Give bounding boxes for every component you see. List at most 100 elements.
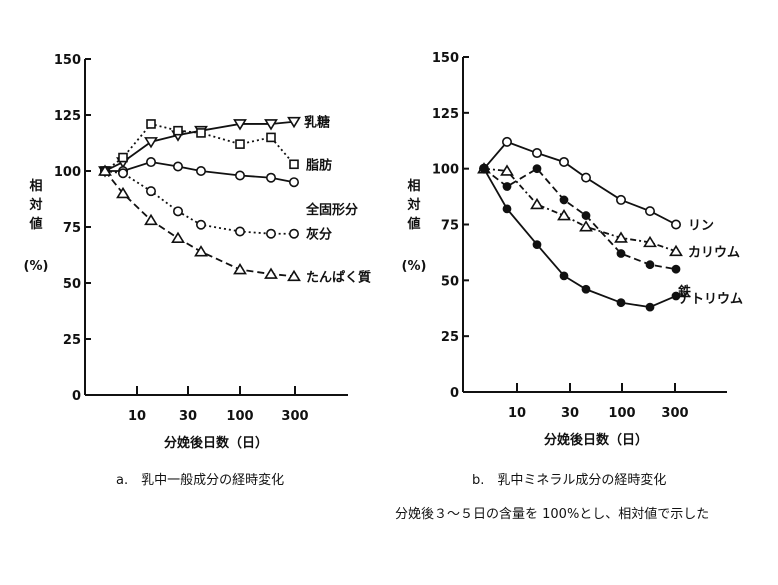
y-tick-label: 150: [432, 51, 459, 66]
data-point: [500, 164, 514, 176]
data-point: [235, 170, 246, 181]
data-point: [531, 148, 542, 159]
series-label: 鉄: [678, 284, 691, 300]
data-point: [196, 166, 207, 177]
data-point: [116, 186, 130, 199]
data-point: [616, 298, 626, 308]
data-point: [644, 206, 655, 217]
data-point: [118, 168, 129, 179]
x-tick-label: 30: [179, 409, 197, 424]
data-point: [171, 231, 185, 243]
data-point: [580, 172, 591, 183]
data-point: [288, 177, 299, 188]
figure-note: 分娩後３～５日の含量を 100%とし、相対値で示した: [395, 507, 710, 522]
data-point: [265, 172, 276, 183]
data-point: [264, 267, 278, 279]
data-point: [502, 204, 512, 214]
data-point: [264, 119, 278, 131]
data-point: [581, 284, 591, 294]
data-point: [146, 119, 156, 129]
y-tick-label: 0: [450, 386, 459, 401]
data-point: [643, 235, 657, 248]
data-point: [559, 195, 569, 205]
data-point: [645, 302, 655, 312]
data-point: [146, 186, 157, 197]
data-point: [196, 219, 207, 230]
data-point: [614, 231, 628, 243]
data-point: [557, 209, 571, 221]
data-point: [144, 137, 158, 149]
data-point: [98, 164, 112, 176]
y-tick-label: 50: [63, 277, 81, 292]
y-tick-label: 125: [432, 107, 459, 122]
y-tick-label: 25: [63, 333, 81, 348]
data-point: [670, 219, 681, 230]
x-tick-label: 300: [661, 406, 688, 421]
x-tick-label: 100: [608, 406, 635, 421]
data-point: [144, 213, 158, 226]
data-point: [173, 125, 183, 136]
caption-a: a. 乳中一般成分の経時変化: [116, 473, 285, 488]
data-point: [196, 128, 206, 138]
y-tick-label: 100: [54, 165, 81, 180]
data-point: [579, 220, 593, 232]
y-axis-label: 対: [406, 197, 420, 213]
series-label: 全固形分: [305, 202, 358, 218]
series-label: 脂肪: [305, 157, 332, 173]
data-point: [645, 260, 655, 270]
data-point: [558, 156, 569, 167]
chart-b: 0 25 50 75 100 125 150 10 30 100 300 分娩後日数（日） 相対値 (%)…: [402, 51, 743, 448]
series-ナトリウム: ナトリウム: [479, 164, 743, 312]
y-tick-label: 75: [63, 221, 81, 236]
y-tick-label: 25: [441, 330, 459, 345]
data-point: [265, 228, 276, 239]
x-tick-label: 30: [561, 406, 579, 421]
data-point: [146, 157, 157, 168]
x-tick-label: 100: [226, 409, 253, 424]
y-axis-label: 対: [28, 197, 42, 213]
x-tick-label: 10: [128, 409, 146, 424]
y-tick-label: 125: [54, 109, 81, 124]
data-point: [288, 228, 299, 239]
series-たんぱく質: たんぱく質: [98, 164, 371, 285]
data-point: [502, 182, 512, 191]
data-point: [559, 271, 569, 281]
data-point: [581, 211, 591, 220]
data-point: [173, 206, 184, 217]
y-axis-label: 相: [29, 178, 42, 194]
x-axis-label: 分娩後日数（日）: [164, 435, 268, 451]
data-point: [615, 194, 626, 205]
data-point: [479, 164, 489, 174]
y-axis-unit: (%): [24, 259, 49, 274]
data-point: [235, 226, 246, 237]
series-label: カリウム: [688, 245, 740, 260]
x-axis-label: 分娩後日数（日）: [544, 432, 648, 448]
data-point: [616, 249, 626, 258]
data-point: [671, 264, 681, 274]
series-カリウム: カリウム: [477, 162, 740, 260]
series-label: ナトリウム: [678, 292, 743, 307]
y-axis-label: 値: [406, 216, 420, 232]
data-point: [289, 159, 299, 170]
data-point: [235, 139, 245, 149]
data-point: [233, 263, 247, 275]
data-point: [671, 291, 681, 301]
data-point: [530, 197, 544, 210]
chart-a: 0 25 50 75 100 125 150 10 30 100 300 分娩後日数（日） 相対値 (%)…: [24, 53, 371, 451]
data-point: [194, 245, 208, 257]
data-point: [266, 132, 276, 143]
data-point: [173, 161, 184, 172]
y-tick-label: 50: [441, 274, 459, 289]
series-label: リン: [688, 219, 714, 234]
y-axis-unit: (%): [402, 259, 427, 274]
y-tick-label: 75: [441, 219, 459, 234]
series-label: 灰分: [306, 227, 332, 243]
x-tick-label: 300: [281, 409, 308, 424]
y-axis-label: 値: [28, 216, 42, 232]
data-point: [287, 269, 301, 282]
data-point: [233, 119, 247, 131]
series-鉄: 鉄: [479, 164, 691, 300]
data-point: [501, 136, 512, 147]
series-label: 乳糖: [304, 115, 330, 131]
